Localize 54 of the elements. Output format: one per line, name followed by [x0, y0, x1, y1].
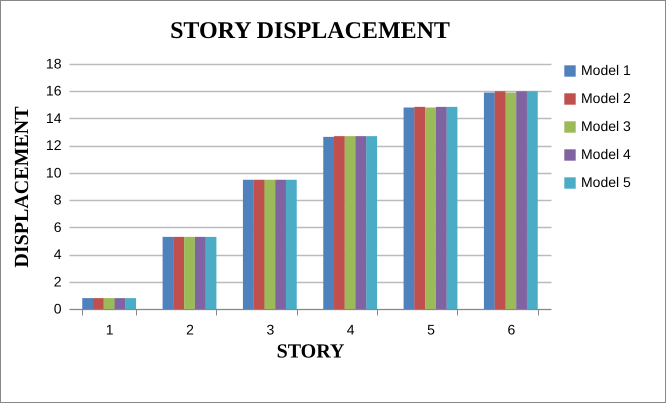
y-tick-label: 2 [54, 273, 62, 290]
bar [162, 236, 174, 309]
x-tick-label: 5 [427, 322, 436, 338]
x-tick-label: 2 [186, 322, 194, 338]
bar [264, 180, 276, 309]
legend-label: Model 2 [581, 90, 632, 106]
bar [254, 180, 264, 309]
y-tick-label: 12 [46, 137, 62, 154]
bar [184, 236, 195, 309]
bar [104, 298, 115, 309]
x-axis-title: STORY [276, 340, 345, 362]
y-tick-label: 8 [54, 192, 62, 208]
y-axis-title: DISPLACEMENT [10, 106, 33, 268]
bar [446, 106, 458, 309]
y-tick-label: 18 [46, 56, 62, 72]
bar [334, 136, 345, 309]
x-tick-label: 4 [346, 322, 355, 338]
bar [494, 91, 506, 309]
bar [414, 106, 426, 309]
legend-label: Model 1 [581, 62, 632, 78]
bar [356, 136, 366, 309]
x-tick-label: 6 [507, 322, 516, 338]
bar [286, 180, 297, 309]
bar [516, 91, 527, 309]
x-tick-label: 3 [266, 322, 274, 338]
bar [173, 236, 184, 309]
legend-label: Model 4 [581, 146, 632, 162]
bar [206, 236, 216, 309]
bar [344, 136, 356, 309]
bar [505, 92, 516, 309]
bar [526, 91, 538, 309]
y-tick-label: 10 [46, 164, 62, 180]
bar [436, 106, 447, 309]
bar [425, 108, 436, 309]
bar [366, 136, 378, 309]
y-tick-label: 6 [54, 218, 62, 235]
bar [82, 298, 94, 309]
bar [114, 298, 126, 309]
x-tick-label: 1 [106, 322, 114, 338]
y-tick-label: 4 [54, 246, 62, 262]
bar [93, 298, 104, 309]
bar [242, 180, 254, 309]
y-tick-label: 16 [46, 82, 62, 99]
bar [275, 180, 286, 309]
legend-label: Model 3 [581, 118, 632, 134]
bar [323, 136, 334, 309]
chart-title: STORY DISPLACEMENT [170, 18, 450, 44]
legend-label: Model 5 [581, 174, 632, 190]
bar [404, 108, 414, 309]
bar [484, 92, 495, 309]
y-tick-label: 14 [46, 110, 62, 126]
bar [125, 298, 136, 309]
y-tick-label: 0 [54, 300, 62, 316]
bar [194, 236, 206, 309]
